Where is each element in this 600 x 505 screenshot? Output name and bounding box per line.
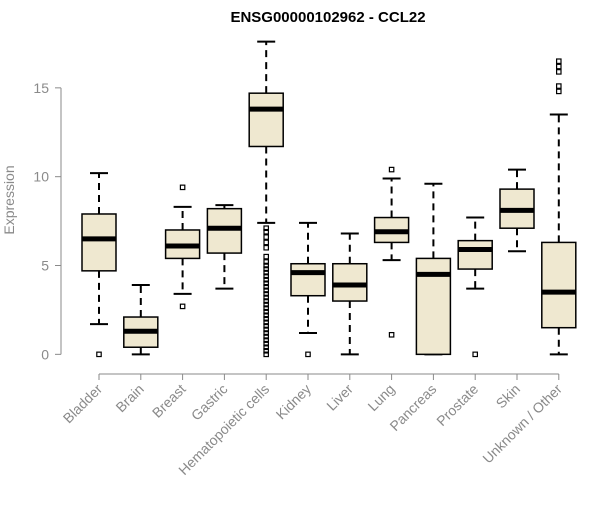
outlier-point	[263, 326, 270, 333]
outlier-point	[263, 280, 270, 287]
outlier-point	[263, 291, 270, 297]
box-prostate	[457, 216, 493, 358]
outlier-point	[263, 259, 270, 265]
box-pancreas	[415, 182, 452, 356]
outlier-point	[555, 69, 562, 75]
y-axis: 0 5 10 15	[33, 80, 62, 362]
outlier-point	[263, 284, 270, 290]
outlier-point	[263, 269, 270, 276]
outlier-point	[263, 234, 270, 240]
box-breast	[164, 184, 201, 310]
y-tick-label: 10	[33, 169, 49, 185]
outlier-point	[96, 351, 102, 358]
outlier-point	[263, 340, 270, 347]
outlier-point	[263, 225, 270, 232]
y-axis-title: Expression	[1, 165, 17, 234]
outlier-point	[263, 228, 270, 235]
box-iqr	[541, 241, 577, 329]
outlier-point	[263, 323, 270, 329]
outlier-point	[263, 287, 270, 294]
outlier-point	[263, 273, 270, 279]
outlier-point	[179, 184, 186, 191]
box-iqr	[332, 262, 368, 302]
x-tick-label: Unknown / Other	[479, 381, 565, 467]
outlier-point	[263, 347, 270, 354]
box-kidney	[290, 221, 326, 358]
outlier-point	[263, 301, 270, 308]
outlier-point	[263, 316, 270, 322]
y-tick-label: 15	[33, 80, 49, 96]
outlier-point	[263, 239, 270, 246]
box-skin	[499, 168, 535, 253]
box-iqr	[290, 262, 326, 297]
x-tick-label: Lung	[364, 381, 397, 414]
outlier-point	[472, 351, 479, 358]
outlier-point	[263, 266, 270, 272]
box-series	[81, 40, 577, 358]
outlier-point	[263, 294, 270, 301]
outlier-point	[263, 276, 270, 283]
x-tick-label: Liver	[323, 381, 356, 414]
x-tick-label: Prostate	[433, 381, 481, 429]
outlier-point	[263, 344, 270, 351]
box-liver	[332, 232, 368, 356]
outlier-point	[555, 58, 562, 65]
outlier-point	[263, 330, 270, 336]
box-iqr	[248, 92, 284, 148]
y-tick-label: 0	[41, 346, 49, 362]
outlier-point	[388, 331, 395, 338]
box-iqr	[206, 207, 243, 254]
outlier-point	[263, 337, 270, 343]
box-gastric	[206, 204, 243, 290]
box-iqr	[81, 213, 117, 272]
outlier-point	[263, 305, 270, 311]
outlier-point	[555, 63, 562, 70]
outlier-point	[179, 303, 186, 310]
x-tick-label: Bladder	[60, 381, 106, 427]
box-hematopoietic-cells	[248, 40, 284, 358]
outlier-point	[263, 333, 270, 340]
outlier-point	[388, 166, 395, 173]
outlier-point	[263, 253, 270, 260]
outlier-point	[555, 88, 562, 95]
outlier-point	[263, 308, 270, 315]
x-tick-label: Breast	[149, 381, 189, 421]
outlier-point	[263, 312, 270, 319]
outlier-point	[263, 298, 270, 304]
chart-title: ENSG00000102962 - CCL22	[230, 9, 425, 26]
outlier-point	[305, 351, 311, 358]
y-tick-label: 5	[41, 258, 49, 274]
box-bladder	[81, 172, 117, 358]
box-unknown-other	[541, 58, 577, 356]
outlier-point	[263, 351, 270, 358]
x-tick-label: Brain	[112, 381, 146, 415]
x-tick-label: Kidney	[273, 381, 315, 423]
box-brain	[123, 284, 159, 356]
box-iqr	[457, 239, 493, 270]
outlier-point	[263, 319, 270, 326]
outlier-point	[555, 83, 562, 89]
x-tick-label: Skin	[493, 381, 524, 412]
box-lung	[373, 166, 410, 338]
outlier-point	[263, 262, 270, 269]
outlier-point	[263, 244, 270, 251]
